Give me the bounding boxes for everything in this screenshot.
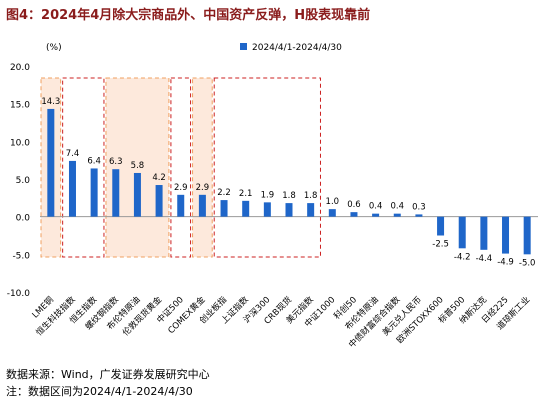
- bar: [47, 108, 55, 217]
- highlight-box-2: [105, 77, 170, 258]
- y-tick-label: 20.0: [10, 63, 30, 73]
- bar: [220, 200, 228, 217]
- bar: [502, 216, 510, 254]
- value-label: 2.9: [174, 183, 188, 193]
- date-note: 注：数据区间为2024/4/1-2024/4/30: [6, 385, 193, 398]
- bar: [263, 202, 271, 217]
- y-tick-label: -5.0: [12, 251, 30, 261]
- value-label: 14.3: [41, 97, 60, 107]
- highlight-boxes: [40, 77, 321, 258]
- value-label: 1.9: [261, 190, 275, 200]
- bar: [242, 200, 250, 217]
- value-label: 6.3: [109, 157, 123, 167]
- bar: [393, 213, 401, 217]
- legend: 2024/4/1-2024/4/30: [240, 43, 342, 53]
- bar: [523, 216, 531, 255]
- legend-label: 2024/4/1-2024/4/30: [252, 43, 342, 53]
- value-label: 6.4: [87, 156, 101, 166]
- bar: [285, 203, 293, 217]
- legend-swatch: [240, 43, 247, 50]
- bar: [133, 172, 141, 217]
- bar: [307, 203, 315, 217]
- figure-title: 图4：2024年4月除大宗商品外、中国资产反弹，H股表现靠前: [6, 8, 371, 23]
- value-label: 0.6: [347, 200, 361, 210]
- value-label: 0.4: [369, 202, 383, 212]
- y-axis: -10.0 -5.0 0.0 5.0 10.0 15.0 20.0 (%): [7, 43, 538, 299]
- bar: [458, 216, 466, 249]
- bar: [437, 216, 445, 236]
- value-label: -4.9: [497, 258, 514, 268]
- bar-chart: -10.0 -5.0 0.0 5.0 10.0 15.0 20.0 (%) 14.3 7.4 6.…: [7, 43, 538, 350]
- value-label: 1.8: [304, 191, 318, 201]
- unit-label: (%): [46, 43, 62, 53]
- value-label: -4.4: [476, 254, 493, 264]
- bar: [177, 194, 185, 217]
- bar: [350, 212, 358, 217]
- highlight-box-3: [170, 77, 192, 258]
- bar: [372, 213, 380, 217]
- value-label: 1.8: [282, 191, 296, 201]
- x-tick-labels: LME铜恒生科技指数恒生指数螺纹钢指数布伦特原油伦敦现货黄金中证500COMEX…: [30, 294, 532, 350]
- bar: [198, 194, 206, 217]
- y-tick-label: 10.0: [10, 138, 30, 148]
- y-tick-label: 5.0: [16, 176, 31, 186]
- value-labels: 14.3 7.4 6.4 6.3 5.8 4.2 2.9 2.9 2.2 2.1 1.9 1.8 1.8…: [41, 97, 535, 268]
- highlight-box-4: [192, 77, 213, 258]
- value-label: 0.4: [390, 202, 404, 212]
- value-label: 5.8: [131, 161, 145, 171]
- bar: [68, 160, 76, 217]
- value-label: 2.1: [239, 189, 253, 199]
- y-tick-label: 15.0: [10, 101, 30, 111]
- bar: [112, 169, 120, 217]
- notes: 数据来源：Wind，广发证券发展研究中心 注：数据区间为2024/4/1-202…: [6, 366, 210, 400]
- bar: [328, 209, 336, 217]
- value-label: 4.2: [152, 173, 166, 183]
- bars: [47, 108, 531, 255]
- bar: [480, 216, 488, 250]
- bar: [415, 214, 423, 217]
- bar: [155, 185, 163, 217]
- value-label: 2.2: [217, 188, 231, 198]
- value-label: 2.9: [196, 183, 210, 193]
- y-tick-label: -10.0: [7, 289, 31, 299]
- bar: [90, 168, 98, 217]
- highlight-box-1: [62, 77, 105, 258]
- value-label: 7.4: [66, 149, 80, 159]
- value-label: 1.0: [326, 197, 340, 207]
- value-label: 0.3: [412, 202, 426, 212]
- value-label: -5.0: [519, 258, 536, 268]
- y-tick-label: 0.0: [16, 214, 31, 224]
- value-label: -4.2: [454, 252, 471, 262]
- highlight-box-5: [213, 77, 321, 258]
- source-note: 数据来源：Wind，广发证券发展研究中心: [6, 368, 210, 381]
- value-label: -2.5: [432, 240, 449, 250]
